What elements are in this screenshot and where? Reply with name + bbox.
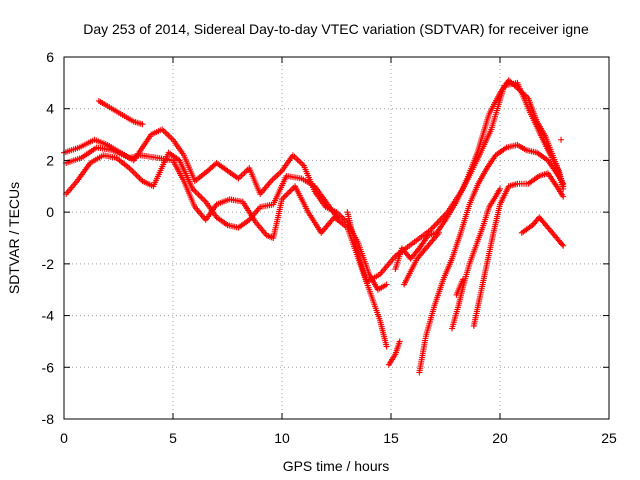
data-points bbox=[61, 77, 567, 376]
data-point bbox=[130, 169, 137, 176]
series-track-8 bbox=[401, 229, 442, 288]
data-point bbox=[139, 121, 146, 128]
data-point bbox=[135, 173, 142, 180]
data-point bbox=[198, 194, 205, 201]
data-point bbox=[396, 338, 403, 345]
data-point bbox=[283, 191, 290, 198]
data-point bbox=[192, 188, 199, 195]
data-point bbox=[132, 170, 139, 177]
y-tick-label: 4 bbox=[46, 101, 54, 117]
data-point bbox=[287, 187, 294, 194]
x-tick-label: 10 bbox=[274, 430, 290, 446]
data-point bbox=[195, 191, 202, 198]
data-point bbox=[127, 166, 134, 173]
x-axis-label: GPS time / hours bbox=[283, 458, 390, 474]
series-track-10 bbox=[449, 185, 503, 332]
data-point bbox=[560, 180, 567, 187]
plot-frame bbox=[63, 56, 610, 420]
x-tick-label: 15 bbox=[383, 430, 399, 446]
series-track-12 bbox=[470, 170, 567, 329]
x-tick-labels: 0 5 10 15 20 25 bbox=[60, 430, 617, 446]
data-point bbox=[559, 241, 566, 248]
series-track-3 bbox=[63, 149, 342, 231]
data-point bbox=[430, 224, 437, 231]
y-tick-labels: -8 -6 -4 -2 0 2 4 6 bbox=[42, 49, 55, 427]
grid-lines bbox=[64, 57, 609, 419]
series-track-6 bbox=[385, 338, 403, 368]
data-point bbox=[129, 168, 136, 175]
data-point bbox=[560, 185, 567, 192]
y-tick-label: -8 bbox=[42, 411, 55, 427]
data-point bbox=[281, 193, 288, 200]
data-point bbox=[383, 343, 390, 350]
series-track-2 bbox=[61, 126, 390, 293]
y-tick-label: 6 bbox=[46, 49, 54, 65]
x-tick-label: 5 bbox=[169, 430, 177, 446]
series-track-13 bbox=[518, 214, 567, 249]
series-track-14 bbox=[558, 136, 565, 143]
series-track-1 bbox=[63, 144, 390, 350]
data-point bbox=[201, 197, 208, 204]
data-point bbox=[383, 281, 390, 288]
y-tick-label: -2 bbox=[42, 256, 55, 272]
data-point bbox=[136, 175, 143, 182]
data-point bbox=[459, 276, 466, 283]
data-point bbox=[199, 195, 206, 202]
y-axis-label: SDTVAR / TECUs bbox=[6, 182, 22, 294]
data-point bbox=[193, 190, 200, 197]
data-point bbox=[196, 193, 203, 200]
data-point bbox=[560, 193, 567, 200]
chart-title: Day 253 of 2014, Sidereal Day-to-day VTE… bbox=[83, 21, 589, 37]
series-track-11 bbox=[453, 276, 466, 298]
y-tick-label: 2 bbox=[46, 152, 54, 168]
axis-ticks bbox=[63, 56, 610, 420]
data-point bbox=[284, 190, 291, 197]
data-point bbox=[560, 242, 567, 249]
data-point bbox=[497, 185, 503, 192]
data-point bbox=[335, 216, 342, 223]
data-point bbox=[431, 222, 438, 229]
x-tick-label: 20 bbox=[492, 430, 508, 446]
series-track-9 bbox=[416, 141, 567, 376]
y-tick-label: -4 bbox=[42, 308, 55, 324]
x-tick-label: 0 bbox=[60, 430, 68, 446]
x-tick-label: 25 bbox=[601, 430, 617, 446]
y-tick-label: -6 bbox=[42, 359, 55, 375]
data-point bbox=[286, 189, 293, 196]
data-point bbox=[558, 136, 565, 143]
series-track-4 bbox=[95, 97, 146, 128]
data-point bbox=[289, 186, 296, 193]
y-tick-label: 0 bbox=[46, 204, 54, 220]
data-point bbox=[133, 172, 140, 179]
data-point bbox=[435, 229, 442, 236]
data-point bbox=[428, 225, 435, 232]
